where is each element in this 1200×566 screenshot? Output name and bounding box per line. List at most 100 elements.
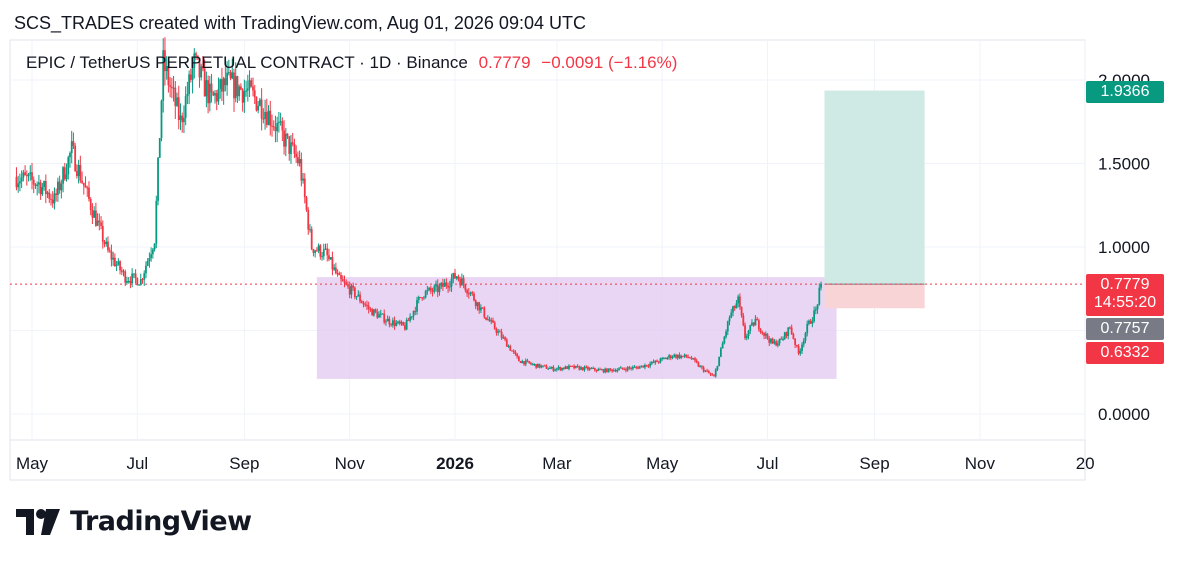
candle-body	[773, 341, 776, 344]
candle-body	[348, 286, 351, 295]
candle-body	[443, 282, 446, 287]
candle-body	[336, 273, 339, 275]
candle-body	[464, 284, 467, 291]
candle-body	[207, 80, 210, 104]
candle-body	[379, 313, 382, 315]
candle-body	[533, 364, 536, 366]
candle-body	[340, 275, 342, 280]
symbol-legend[interactable]: EPIC / TetherUS PERPETUAL CONTRACT · 1D …	[26, 53, 677, 73]
candle-body	[562, 367, 565, 369]
candle-body	[626, 367, 629, 371]
candle-body	[721, 343, 724, 349]
take-profit-zone	[824, 90, 925, 285]
logo-text: TradingView	[70, 506, 252, 537]
candle-body	[699, 366, 702, 368]
candle-body	[585, 366, 588, 368]
candle-body	[347, 284, 349, 287]
candle-body	[224, 78, 227, 86]
candle-body	[642, 365, 645, 368]
candle-body	[664, 358, 667, 360]
candle-body	[352, 285, 355, 288]
candle-body	[234, 76, 237, 99]
candle-body	[542, 365, 544, 367]
candle-body	[74, 145, 77, 172]
candle-body	[221, 79, 223, 92]
x-tick-label: Sep	[229, 454, 259, 473]
candle-body	[291, 142, 294, 144]
candle-body	[440, 283, 443, 287]
candle-body	[93, 210, 96, 218]
candle-body	[259, 99, 261, 106]
candle-body	[119, 261, 121, 271]
candle-body	[657, 361, 660, 363]
candle-body	[397, 321, 399, 323]
candle-body	[364, 304, 367, 306]
candle-body	[112, 257, 115, 260]
candle-body	[688, 357, 691, 359]
candle-body	[599, 369, 601, 371]
candle-body	[568, 365, 570, 369]
candle-body	[317, 245, 320, 251]
candle-body	[768, 338, 771, 343]
candle-body	[809, 320, 812, 324]
candle-body	[799, 350, 802, 354]
candle-body	[566, 366, 569, 369]
candle-body	[467, 293, 470, 295]
tradingview-icon	[16, 508, 60, 535]
candle-body	[117, 261, 120, 265]
candle-body	[274, 126, 277, 132]
candle-body	[186, 94, 189, 97]
candle-body	[120, 270, 123, 272]
y-tick-label: 1.5000	[1098, 155, 1150, 174]
candle-body	[25, 175, 28, 177]
candle-body	[281, 121, 284, 131]
candle-body	[388, 318, 391, 325]
candle-body	[783, 332, 786, 339]
candle-body	[744, 325, 746, 339]
candle-body	[754, 318, 757, 326]
candle-body	[612, 370, 615, 372]
candle-body	[91, 210, 94, 218]
last-price-value: 0.7779	[1100, 276, 1150, 293]
candle-body	[516, 353, 519, 357]
candle-body	[442, 283, 444, 287]
candle-body	[126, 281, 128, 283]
candle-body	[766, 333, 769, 339]
candle-body	[195, 53, 197, 56]
candle-body	[611, 369, 614, 372]
candle-body	[702, 367, 705, 372]
candle-body	[279, 121, 282, 123]
candle-body	[150, 254, 153, 259]
candle-body	[338, 273, 341, 276]
candle-body	[372, 309, 375, 316]
candle-body	[435, 284, 437, 287]
candle-body	[645, 364, 648, 367]
candle-body	[797, 345, 800, 354]
candle-body	[738, 296, 741, 307]
candle-body	[300, 159, 303, 181]
candle-body	[214, 93, 216, 96]
candle-body	[668, 355, 670, 358]
candle-body	[555, 368, 558, 370]
candle-body	[393, 320, 396, 326]
candle-body	[716, 366, 719, 370]
candle-body	[725, 331, 727, 337]
stop-loss-zone	[824, 284, 925, 309]
candle-body	[770, 338, 772, 343]
candle-body	[818, 287, 821, 305]
candle-body	[640, 365, 643, 367]
candle-body	[433, 286, 436, 292]
candle-body	[402, 322, 405, 326]
candle-body	[205, 80, 208, 97]
candle-body	[208, 83, 211, 104]
candle-body	[505, 339, 508, 347]
candle-body	[385, 321, 387, 323]
candle-body	[390, 324, 393, 326]
candle-body	[814, 309, 817, 311]
candle-body	[706, 370, 708, 372]
candle-body	[454, 273, 456, 279]
candle-body	[604, 368, 607, 373]
candle-body	[305, 197, 308, 210]
candle-body	[44, 181, 47, 195]
